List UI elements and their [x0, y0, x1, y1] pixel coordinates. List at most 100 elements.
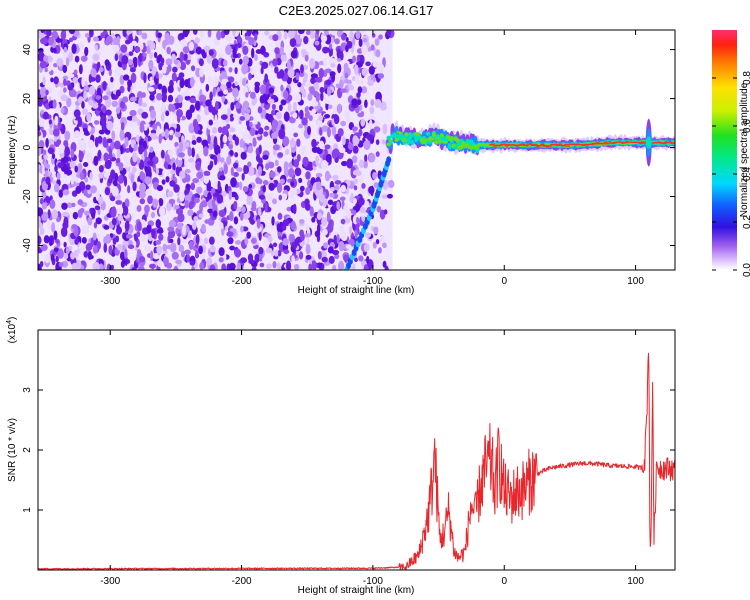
noise-speck [251, 47, 255, 59]
noise-speck [217, 90, 224, 97]
noise-speck [39, 198, 44, 205]
noise-speck [116, 243, 123, 251]
noise-speck [120, 121, 125, 131]
ridge-mark [555, 144, 561, 147]
noise-speck [151, 134, 159, 140]
noise-speck [355, 30, 361, 40]
noise-speck [92, 232, 97, 241]
noise-speck [111, 130, 116, 141]
noise-speck [254, 84, 260, 94]
noise-speck [171, 72, 177, 82]
noise-speck [113, 44, 120, 53]
noise-speck [276, 223, 281, 232]
noise-speck [64, 146, 71, 157]
noise-speck [52, 99, 57, 109]
noise-speck [50, 253, 55, 262]
noise-speck [303, 72, 308, 80]
noise-speck [131, 267, 137, 270]
noise-speck [268, 87, 275, 94]
noise-speck [254, 253, 260, 263]
noise-speck [241, 173, 245, 181]
noise-speck [326, 211, 331, 219]
noise-speck [60, 30, 67, 40]
noise-speck [354, 257, 358, 263]
noise-speck [175, 123, 181, 133]
noise-speck [348, 84, 355, 91]
ridge-mark [538, 145, 543, 147]
noise-speck [119, 85, 125, 94]
snr-y-multiplier-close: ) [7, 317, 18, 320]
noise-speck [333, 148, 339, 154]
noise-speck [88, 99, 94, 106]
noise-speck [77, 162, 83, 173]
noise-speck [194, 197, 200, 204]
noise-speck [267, 161, 275, 169]
noise-speck [318, 140, 325, 150]
ridge-mark [439, 133, 445, 138]
noise-speck [38, 145, 42, 156]
noise-speck [207, 30, 212, 38]
ridge-mark [443, 140, 449, 144]
noise-speck [263, 131, 269, 137]
noise-speck [292, 112, 298, 119]
noise-speck [232, 30, 236, 37]
noise-speck [219, 202, 225, 210]
noise-speck [363, 264, 369, 270]
noise-speck [119, 130, 125, 141]
noise-speck [343, 78, 350, 84]
noise-speck [240, 225, 244, 233]
noise-speck [98, 129, 106, 135]
noise-speck [293, 187, 297, 196]
noise-speck [329, 186, 335, 192]
noise-speck [147, 86, 155, 92]
noise-speck [207, 76, 213, 83]
noise-speck [81, 101, 85, 109]
noise-speck [221, 78, 229, 84]
noise-speck [192, 30, 198, 35]
noise-speck [77, 199, 84, 206]
colorbar-gradient [712, 30, 737, 270]
noise-speck [57, 162, 64, 169]
noise-speck [146, 224, 152, 234]
noise-speck [305, 243, 311, 255]
noise-speck [79, 171, 85, 181]
snr-y-axis-label: SNR (10 * v/v) [7, 418, 18, 482]
noise-speck [79, 207, 85, 214]
noise-speck [198, 58, 204, 67]
noise-speck [174, 131, 181, 138]
noise-speck [166, 201, 172, 212]
noise-speck [122, 96, 129, 103]
ridge-mark [668, 141, 673, 143]
noise-speck [60, 107, 65, 114]
noise-speck [167, 94, 174, 103]
noise-speck [283, 249, 290, 255]
noise-speck [152, 123, 157, 130]
ridge-mark [388, 139, 393, 142]
noise-speck [346, 158, 354, 169]
noise-speck [299, 219, 305, 224]
noise-speck [316, 119, 323, 126]
noise-speck [212, 76, 219, 88]
x-tick-label: 0 [501, 576, 507, 587]
noise-speck [301, 117, 308, 126]
noise-speck [50, 77, 54, 83]
colorbar-tick-label: 0.0 [742, 263, 750, 277]
noise-speck [269, 170, 276, 179]
noise-speck [211, 58, 219, 69]
noise-speck [191, 140, 197, 145]
noise-speck [257, 106, 263, 114]
noise-speck [89, 208, 94, 214]
noise-speck [53, 62, 58, 68]
noise-speck [287, 102, 292, 112]
noise-speck [70, 252, 76, 260]
noise-speck [104, 160, 112, 170]
noise-speck [217, 180, 221, 192]
ridge-mark [557, 143, 563, 146]
noise-speck [323, 57, 327, 68]
noise-speck [275, 111, 283, 120]
noise-speck [168, 198, 176, 205]
ridge-mark [431, 132, 437, 137]
noise-speck [45, 138, 49, 148]
noise-speck [96, 61, 101, 70]
noise-speck [233, 200, 238, 210]
